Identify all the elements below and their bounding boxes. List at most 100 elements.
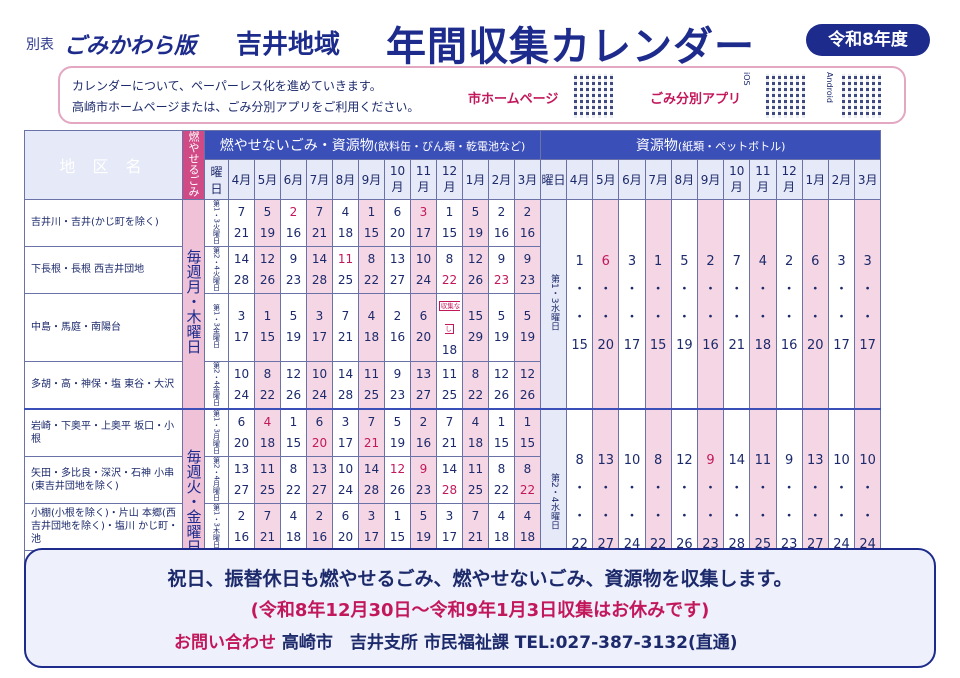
nonburn-date-cell: 1 15 <box>488 407 515 457</box>
notice-line1: カレンダーについて、ペーパーレス化を進めていきます。 <box>72 79 382 93</box>
month-header-7: 10月 <box>384 159 411 200</box>
month-header-3: 6月 <box>280 159 307 200</box>
contact-label: お問い合わせ <box>174 633 276 653</box>
month-header-6: 9月 <box>358 159 385 200</box>
ios-qr-icon[interactable] <box>766 74 808 118</box>
resource-month-header-11: 2月 <box>827 159 856 200</box>
nonburn-date-cell: 4 18 <box>488 502 515 551</box>
nonburn-date-cell: 6 20 <box>228 407 255 457</box>
nonburn-date-cell: 1 15 <box>254 292 281 362</box>
resource-header: 資源物(紙類・ペットボトル) <box>539 129 882 161</box>
resource-date-cell: 1 ・・ 15 <box>565 198 594 410</box>
nonburn-date-cell: 1 15 <box>384 502 411 551</box>
area-header: 地 区 名 <box>24 130 183 200</box>
nonburn-date-cell: 3 17 <box>332 407 359 457</box>
notice-box: カレンダーについて、ペーパーレス化を進めていきます。 高崎市ホームページまたは、… <box>58 66 906 124</box>
month-header-8: 11月 <box>410 159 437 200</box>
contact-body: 高崎市 吉井支所 市民福祉課 TEL:027-387-3132(直通) <box>281 633 738 653</box>
nonburn-weekday: 第1・3金曜日 <box>204 292 229 362</box>
homepage-qr-icon[interactable] <box>574 74 616 118</box>
nonburn-weekday: 第1・3月曜日 <box>204 407 229 457</box>
nonburn-date-cell: 7 21 <box>332 292 359 362</box>
resource-date-cell: 5 ・・ 19 <box>670 198 698 410</box>
resource-month-header-8: 11月 <box>749 159 777 200</box>
ios-label: iOS <box>742 72 751 86</box>
area-name: 小棚(小根を除く)・片山 本郷(西吉井団地を除く)・塩川 かじ町・池 <box>24 502 183 551</box>
table-row: 吉井川・吉井(かじ町を除く) 毎週月・木曜日 第1・3火曜日 7 21 5 19 2 16 7 21… <box>24 198 882 410</box>
area-name: 下長根・長根 西吉井団地 <box>24 245 183 294</box>
resource-date-cell: 4 ・・ 18 <box>749 198 777 410</box>
resource-date-cell: 3 ・・ 17 <box>854 198 882 410</box>
area-name: 中島・馬庭・南陽台 <box>24 292 183 362</box>
nonburn-date-cell: 15 29 <box>462 292 489 362</box>
resource-month-header-7: 10月 <box>723 159 751 200</box>
table-row: 多胡・高・神保・塩 東谷・大沢 第2・4金曜日 10 24 8 22 12 26 10 24 14 2… <box>24 360 881 410</box>
nonburn-date-cell: 6 20 <box>332 502 359 551</box>
weekday-header-resource: 曜日 <box>540 159 567 200</box>
resource-date-cell: 2 ・・ 16 <box>775 198 803 410</box>
nonburn-weekday: 第2・4火曜日 <box>204 245 229 294</box>
nonburn-date-cell: 2 16 <box>280 199 307 247</box>
footer-box: 祝日、振替休日も燃やせるごみ、燃やせないごみ、資源物を収集します。 (令和8年1… <box>24 548 936 668</box>
nonburn-date-cell: 6 20 <box>384 199 411 247</box>
nonburn-date-cell: 4 18 <box>254 407 281 457</box>
table-row: 中島・馬庭・南陽台 第1・3金曜日 3 17 1 15 5 19 3 17 7 21 4 18 2 16 6 20… <box>24 292 881 362</box>
region-title: 吉井地域 <box>236 30 341 60</box>
notice-line2: 高崎市ホームページまたは、ごみ分別アプリをご利用ください。 <box>72 100 420 114</box>
nonburn-date-cell: 1 15 <box>514 407 541 457</box>
nonburn-date-cell: 7 21 <box>228 199 255 247</box>
nonburn-weekday: 第1・3火曜日 <box>204 199 229 247</box>
area-name: 多胡・高・神保・塩 東谷・大沢 <box>24 360 183 410</box>
nonburn-date-cell: 4 18 <box>332 199 359 247</box>
header: 別表 ごみかわら版 吉井地域 年間収集カレンダー 令和8年度 <box>0 0 960 70</box>
nonburn-date-cell: 2 16 <box>306 502 333 551</box>
calendar-table: 地 区 名 燃やせるごみ 燃やせないごみ・資源物(飲料缶・びん類・乾電池など) … <box>24 129 882 598</box>
page-title: 年間収集カレンダー <box>386 24 755 70</box>
app-link[interactable]: ごみ分別アプリ <box>650 92 742 107</box>
nonburn-date-cell: 7 21 <box>306 199 333 247</box>
month-header-4: 7月 <box>306 159 333 200</box>
nonburn-date-cell: 1 15 <box>436 199 463 247</box>
homepage-link[interactable]: 市ホームページ <box>468 92 559 107</box>
nonburn-date-cell: 7 21 <box>358 407 385 457</box>
resource-date-cell: 3 ・・ 17 <box>618 198 646 410</box>
nonburn-date-cell: 5 19 <box>488 292 515 362</box>
resource-weekday: 第1・3水曜日 <box>540 198 567 410</box>
resource-date-cell: 2 ・・ 16 <box>696 198 725 410</box>
nonburn-date-cell: 5 19 <box>254 199 281 247</box>
nonburn-date-cell: 7 21 <box>254 502 281 551</box>
nonburn-date-cell: 2 16 <box>514 199 541 247</box>
nonburn-header: 燃やせないごみ・資源物(飲料缶・びん類・乾電池など) <box>204 129 541 161</box>
nonburn-date-cell: 7 21 <box>462 502 489 551</box>
area-name: 岩崎・下奥平・上奥平 坂口・小根 <box>24 407 183 457</box>
nonburn-date-cell: 1 15 <box>358 199 385 247</box>
android-label: Android <box>825 72 834 103</box>
android-qr-icon[interactable] <box>842 74 884 118</box>
nonburn-date-cell: 4 18 <box>462 407 489 457</box>
nonburn-date-cell: 4 18 <box>358 292 385 362</box>
nonburn-date-cell: 5 19 <box>410 502 437 551</box>
